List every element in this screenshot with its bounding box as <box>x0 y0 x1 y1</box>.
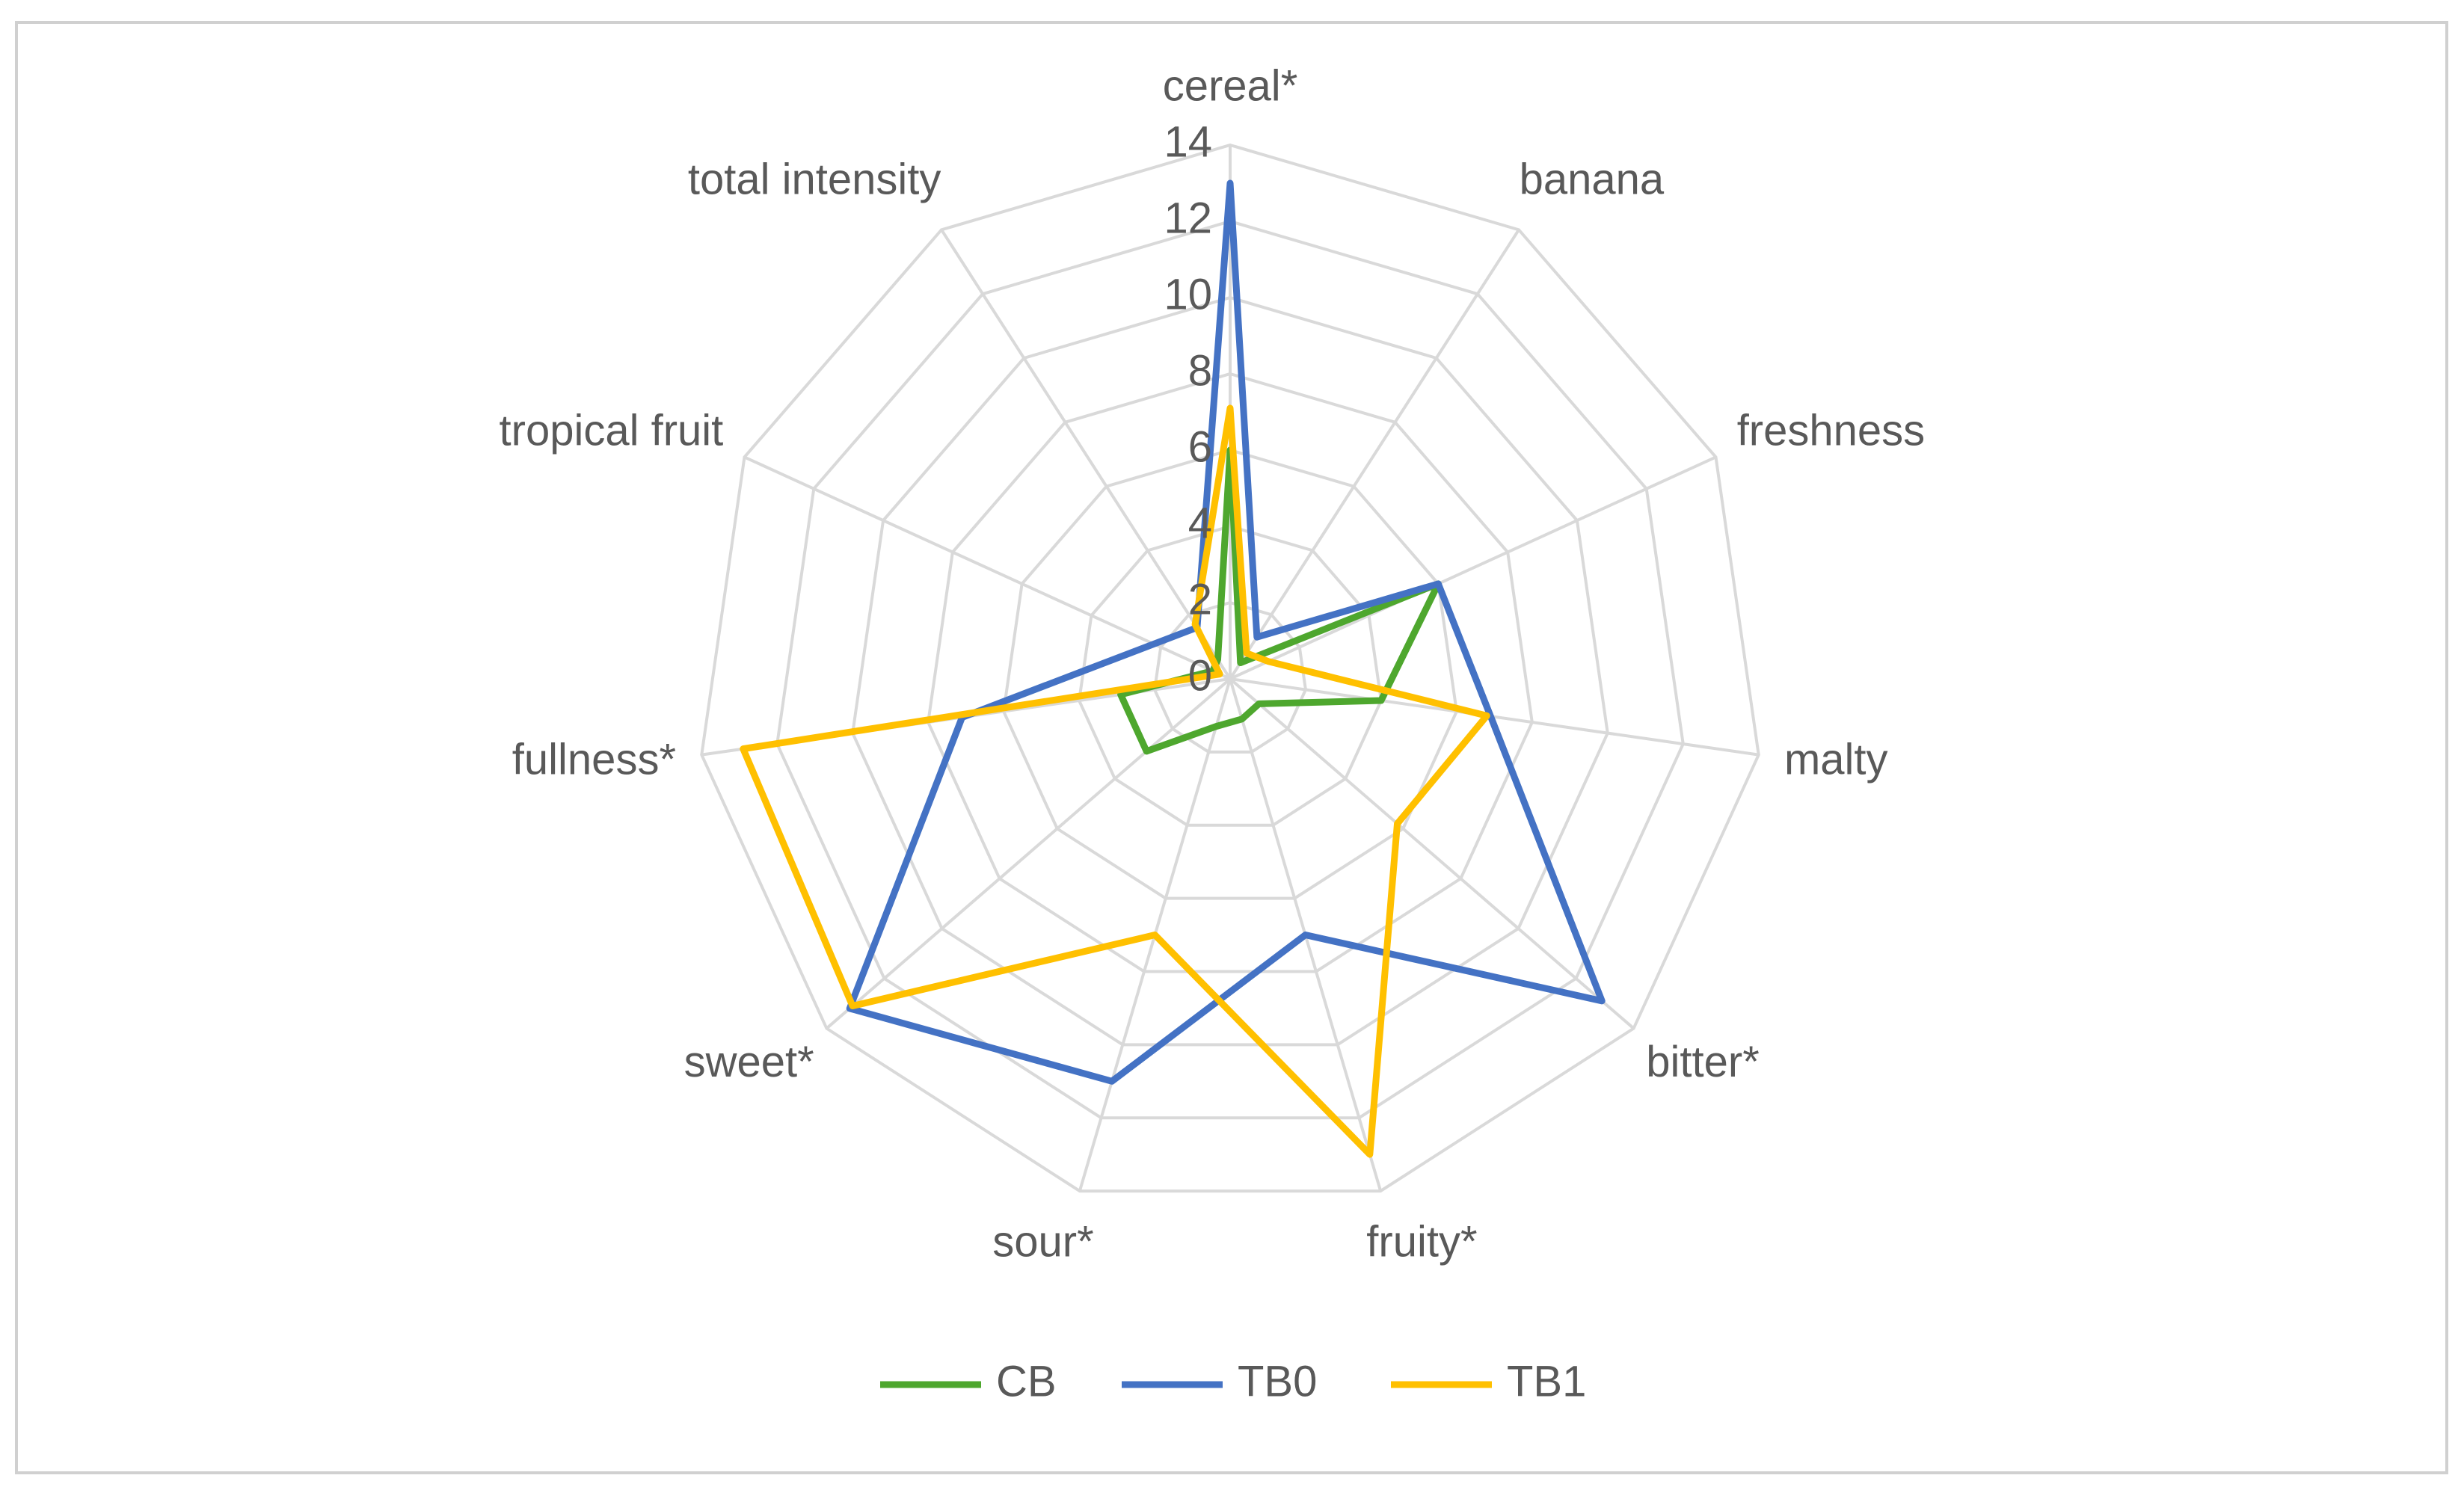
category-label: sour* <box>992 1217 1093 1266</box>
category-label: freshness <box>1737 407 1925 455</box>
r-tick-label: 12 <box>1164 194 1212 242</box>
series-line <box>740 404 1490 1158</box>
grid-ring <box>775 219 1685 1120</box>
grid-ring <box>1002 448 1458 900</box>
r-tick-label: 4 <box>1188 499 1212 547</box>
r-tick-label: 6 <box>1188 422 1212 471</box>
category-label: malty <box>1784 736 1888 784</box>
r-tick-label: 14 <box>1164 117 1212 166</box>
r-tick-label: 0 <box>1188 651 1212 700</box>
category-label: total intensity <box>688 156 941 204</box>
category-label: fruity* <box>1366 1217 1477 1266</box>
category-label: fullness* <box>512 736 676 784</box>
grid-ring <box>700 143 1760 1193</box>
category-label: cereal* <box>1163 61 1298 110</box>
spoke <box>1229 455 1717 680</box>
legend-label: CB <box>996 1357 1057 1406</box>
category-label: bitter* <box>1646 1038 1760 1086</box>
spoke <box>743 455 1231 680</box>
legend-label: TB0 <box>1238 1357 1317 1406</box>
grid-ring <box>851 295 1609 1047</box>
r-tick-label: 2 <box>1188 575 1212 624</box>
r-tick-label: 8 <box>1188 346 1212 395</box>
spoke <box>1229 677 1635 1030</box>
grid-ring <box>927 372 1534 973</box>
category-label: sweet* <box>684 1038 814 1086</box>
legend-label: TB1 <box>1507 1357 1586 1406</box>
category-label: banana <box>1520 156 1665 204</box>
series-line <box>846 179 1606 1085</box>
r-tick-label: 10 <box>1164 270 1212 318</box>
spoke <box>940 229 1232 680</box>
spoke <box>826 677 1232 1030</box>
spoke <box>1229 229 1520 680</box>
category-label: tropical fruit <box>500 407 724 455</box>
